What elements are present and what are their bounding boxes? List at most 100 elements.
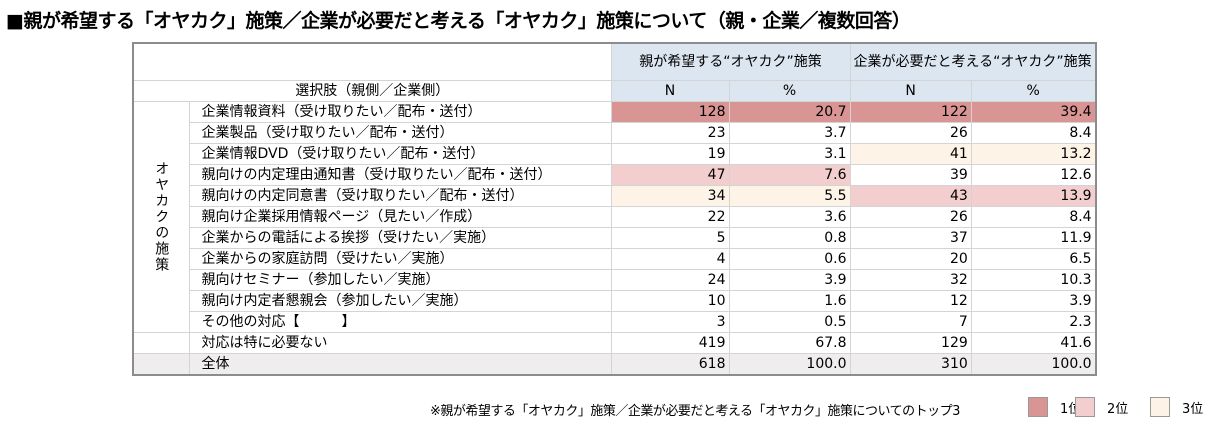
results-table: 親が希望する“オヤカク”施策 企業が必要だと考える“オヤカク”施策選択肢（親側／企… <box>132 42 1097 376</box>
value-cell: 39 <box>849 164 972 186</box>
legend-swatch <box>1150 397 1170 417</box>
footnote: ※親が希望する「オヤカク」施策／企業が必要だと考える「オヤカク」施策についてのト… <box>430 404 960 419</box>
table-row: 企業製品（受け取りたい／配布・送付） 23 3.7 26 8.4 <box>133 122 1097 144</box>
table-row: 企業からの電話による挨拶（受けたい／実施） 5 0.8 37 11.9 <box>133 227 1097 249</box>
value-cell: 0.6 <box>728 248 851 270</box>
value-cell: 618 <box>610 353 730 376</box>
blank-cell <box>132 353 190 376</box>
value-cell: 41 <box>849 143 972 165</box>
value-cell: 19 <box>610 143 730 165</box>
value-cell: 6.5 <box>970 248 1097 270</box>
table-row: 企業からの家庭訪問（受けたい／実施） 4 0.6 20 6.5 <box>133 248 1097 270</box>
value-cell: 4 <box>610 248 730 270</box>
value-cell: 129 <box>849 332 972 354</box>
value-cell: 3.9 <box>728 269 851 291</box>
legend-rank3: 3位 <box>1150 397 1203 417</box>
value-cell: 3.6 <box>728 206 851 228</box>
value-cell: 5.5 <box>728 185 851 207</box>
row-label: 企業情報DVD（受け取りたい／配布・送付） <box>188 143 612 165</box>
table-row: その他の対応【 】 3 0.5 7 2.3 <box>133 311 1097 333</box>
row-label: 親向けの内定同意書（受け取りたい／配布・送付） <box>188 185 612 207</box>
value-cell: 5 <box>610 227 730 249</box>
sub-header: N <box>849 80 972 102</box>
value-cell: 0.5 <box>728 311 851 333</box>
value-cell: 11.9 <box>970 227 1097 249</box>
value-cell: 7.6 <box>728 164 851 186</box>
value-cell: 10.3 <box>970 269 1097 291</box>
value-cell: 1.6 <box>728 290 851 312</box>
value-cell: 100.0 <box>970 353 1097 376</box>
row-label: 対応は特に必要ない <box>188 332 612 354</box>
sub-header: % <box>970 80 1097 102</box>
corner-cell <box>132 42 612 81</box>
row-label: 親向け企業採用情報ページ（見たい／作成） <box>188 206 612 228</box>
table-row: 親向け企業採用情報ページ（見たい／作成） 22 3.6 26 8.4 <box>133 206 1097 228</box>
value-cell: 128 <box>610 101 730 123</box>
value-cell: 23 <box>610 122 730 144</box>
legend-swatch <box>1075 397 1095 417</box>
value-cell: 7 <box>849 311 972 333</box>
blank-cell <box>132 332 190 354</box>
row-label: 親向け内定者懇親会（参加したい／実施） <box>188 290 612 312</box>
value-cell: 24 <box>610 269 730 291</box>
value-cell: 3.1 <box>728 143 851 165</box>
legend-swatch <box>1028 397 1048 417</box>
group-header-parent: 親が希望する“オヤカク”施策 <box>610 42 851 81</box>
sub-header: % <box>728 80 851 102</box>
table-row: 親向け内定者懇親会（参加したい／実施） 10 1.6 12 3.9 <box>133 290 1097 312</box>
table-row: 親向けの内定同意書（受け取りたい／配布・送付） 34 5.5 43 13.9 <box>133 185 1097 207</box>
value-cell: 34 <box>610 185 730 207</box>
value-cell: 41.6 <box>970 332 1097 354</box>
row-label: 企業からの家庭訪問（受けたい／実施） <box>188 248 612 270</box>
group-header-company: 企業が必要だと考える“オヤカク”施策 <box>849 42 1097 81</box>
page-title: ■親が希望する「オヤカク」施策／企業が必要だと考える「オヤカク」施策について（親… <box>6 10 911 32</box>
value-cell: 47 <box>610 164 730 186</box>
value-cell: 8.4 <box>970 122 1097 144</box>
value-cell: 12 <box>849 290 972 312</box>
choice-header: 選択肢（親側／企業側） <box>132 80 612 102</box>
legend-label: 2位 <box>1107 401 1129 417</box>
value-cell: 10 <box>610 290 730 312</box>
value-cell: 43 <box>849 185 972 207</box>
value-cell: 100.0 <box>728 353 851 376</box>
table-row: 企業情報DVD（受け取りたい／配布・送付） 19 3.1 41 13.2 <box>133 143 1097 165</box>
value-cell: 22 <box>610 206 730 228</box>
value-cell: 37 <box>849 227 972 249</box>
value-cell: 8.4 <box>970 206 1097 228</box>
row-label: 企業製品（受け取りたい／配布・送付） <box>188 122 612 144</box>
table-row: 親向けセミナー（参加したい／実施） 24 3.9 32 10.3 <box>133 269 1097 291</box>
row-label: 親向けの内定理由通知書（受け取りたい／配布・送付） <box>188 164 612 186</box>
table-row: 親向けの内定理由通知書（受け取りたい／配布・送付） 47 7.6 39 12.6 <box>133 164 1097 186</box>
row-label: その他の対応【 】 <box>188 311 612 333</box>
value-cell: 26 <box>849 206 972 228</box>
legend-label: 3位 <box>1182 401 1204 417</box>
table-row: 全体 618 100.0 310 100.0 <box>132 353 1097 376</box>
legend-rank1: 1位 <box>1028 397 1081 417</box>
value-cell: 3.9 <box>970 290 1097 312</box>
row-label: 企業からの電話による挨拶（受けたい／実施） <box>188 227 612 249</box>
value-cell: 20.7 <box>728 101 851 123</box>
row-label: 親向けセミナー（参加したい／実施） <box>188 269 612 291</box>
value-cell: 20 <box>849 248 972 270</box>
value-cell: 67.8 <box>728 332 851 354</box>
legend-rank2: 2位 <box>1075 397 1128 417</box>
sub-header: N <box>610 80 730 102</box>
value-cell: 3.7 <box>728 122 851 144</box>
value-cell: 122 <box>849 101 972 123</box>
value-cell: 13.9 <box>970 185 1097 207</box>
value-cell: 39.4 <box>970 101 1097 123</box>
value-cell: 3 <box>610 311 730 333</box>
value-cell: 0.8 <box>728 227 851 249</box>
table-row: オヤカクの施策 企業情報資料（受け取りたい／配布・送付） 128 20.7 122 39.… <box>132 101 1097 333</box>
value-cell: 12.6 <box>970 164 1097 186</box>
value-cell: 419 <box>610 332 730 354</box>
table-row: 対応は特に必要ない 419 67.8 129 41.6 <box>132 332 1097 354</box>
value-cell: 32 <box>849 269 972 291</box>
row-label: 全体 <box>188 353 612 376</box>
value-cell: 13.2 <box>970 143 1097 165</box>
value-cell: 26 <box>849 122 972 144</box>
value-cell: 310 <box>849 353 972 376</box>
section-label: オヤカクの施策 <box>132 101 190 333</box>
value-cell: 2.3 <box>970 311 1097 333</box>
row-label: 企業情報資料（受け取りたい／配布・送付） <box>188 101 612 123</box>
